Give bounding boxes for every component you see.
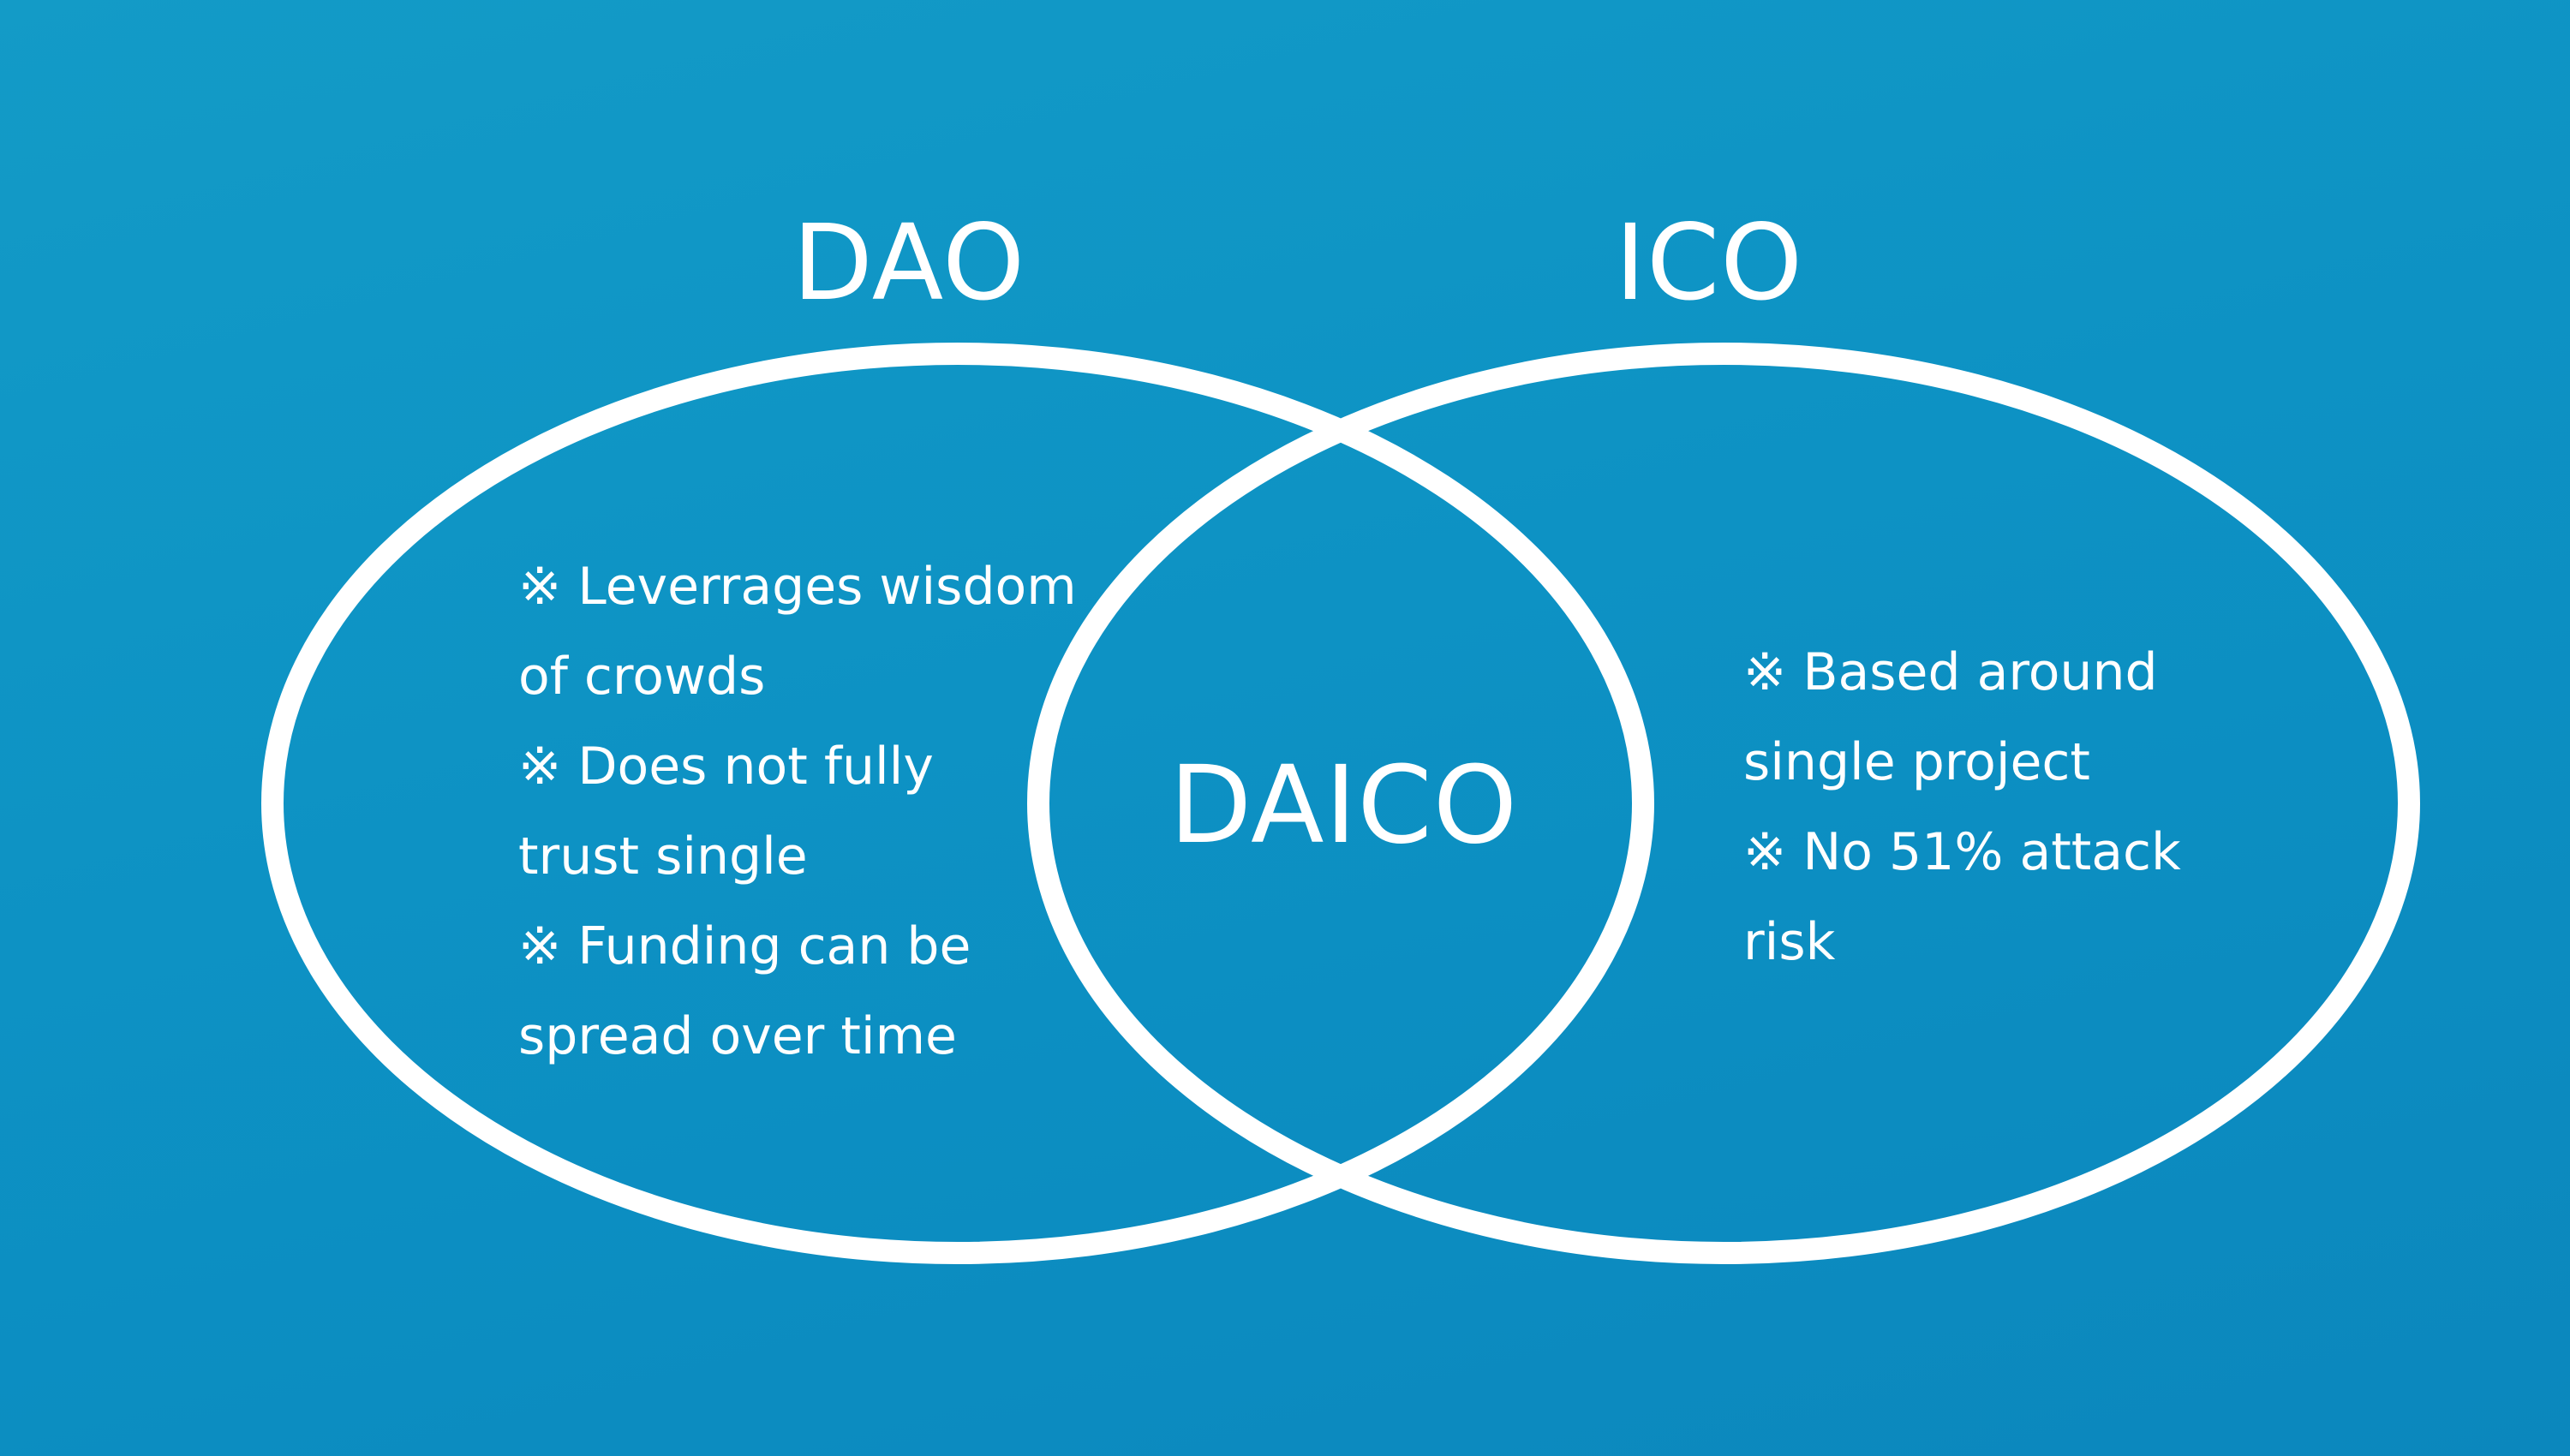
- dao-bullet-line: of crowds: [518, 647, 766, 707]
- dao-bullet-line: ※ Funding can be: [518, 916, 971, 976]
- dao-title: DAO: [792, 202, 1026, 324]
- dao-circle: [261, 343, 1654, 1264]
- ico-bullet-line: single project: [1743, 732, 2090, 792]
- ico-bullet-line: risk: [1743, 912, 1836, 972]
- dao-bullet-line: spread over time: [518, 1006, 957, 1066]
- dao-bullet-line: trust single: [518, 826, 808, 886]
- daico-title: DAICO: [1169, 743, 1519, 868]
- ico-bullet-line: ※ No 51% attack: [1743, 822, 2181, 882]
- ico-bullets: ※ Based around single project ※ No 51% a…: [1743, 628, 2181, 988]
- dao-bullets: ※ Leverrages wisdom of crowds ※ Does not…: [518, 542, 1077, 1082]
- ico-bullet-line: ※ Based around: [1743, 642, 2158, 702]
- dao-bullet-line: ※ Does not fully: [518, 737, 934, 797]
- ico-title: ICO: [1615, 202, 1804, 324]
- dao-bullet-line: ※ Leverrages wisdom: [518, 557, 1077, 617]
- ico-circle: [1027, 343, 2420, 1264]
